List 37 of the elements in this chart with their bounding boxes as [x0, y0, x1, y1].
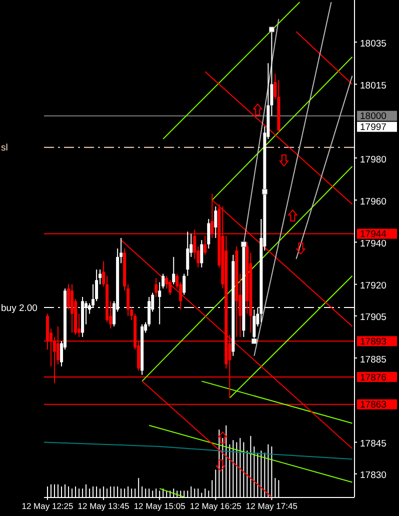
y-tick-label: 18035 — [360, 38, 386, 50]
point — [251, 338, 257, 344]
y-tick-label: 17960 — [360, 196, 386, 208]
ref-line-label: sl — [1, 142, 8, 154]
candlestick — [154, 277, 158, 298]
point — [268, 26, 274, 32]
x-tick-label: 12 May 15:05 — [134, 501, 186, 511]
candlestick — [168, 280, 172, 296]
x-tick-label: 12 May 16:25 — [190, 501, 242, 511]
text: 17997 — [360, 122, 386, 134]
y-tick-label: 17980 — [360, 154, 386, 166]
y-tick-label: 17830 — [360, 470, 386, 482]
x-tick-label: 12 May 17:45 — [246, 501, 298, 511]
candlestick — [70, 284, 74, 334]
ref-line-label: 17863 — [360, 400, 386, 411]
candlestick — [186, 231, 190, 276]
y-tick-label: 17940 — [360, 238, 386, 250]
candlestick — [172, 256, 176, 285]
point — [240, 242, 246, 248]
x-tick-label: 12 May 12:25 — [22, 501, 74, 511]
line-series — [44, 442, 353, 460]
y-tick-label: 17885 — [360, 354, 386, 366]
point — [262, 188, 268, 194]
y-tick-label: 17920 — [360, 280, 386, 292]
candlestick — [207, 218, 210, 249]
x-tick-label: 12 May 13:45 — [78, 501, 130, 511]
ref-line-label: 17876 — [360, 372, 386, 384]
y-tick-label: 17905 — [360, 312, 386, 324]
candlestick — [214, 206, 218, 238]
candlestick — [200, 240, 204, 268]
candlestick — [182, 273, 186, 296]
y-tick-label: 18015 — [360, 80, 386, 92]
ref-line-label: 17893 — [360, 336, 386, 348]
ref-line-label: buy 2.00 — [1, 302, 38, 314]
ref-line-label: 17944 — [360, 229, 386, 240]
y-tick-label: 17845 — [360, 438, 386, 450]
ref-line-label: 18000 — [360, 111, 386, 122]
